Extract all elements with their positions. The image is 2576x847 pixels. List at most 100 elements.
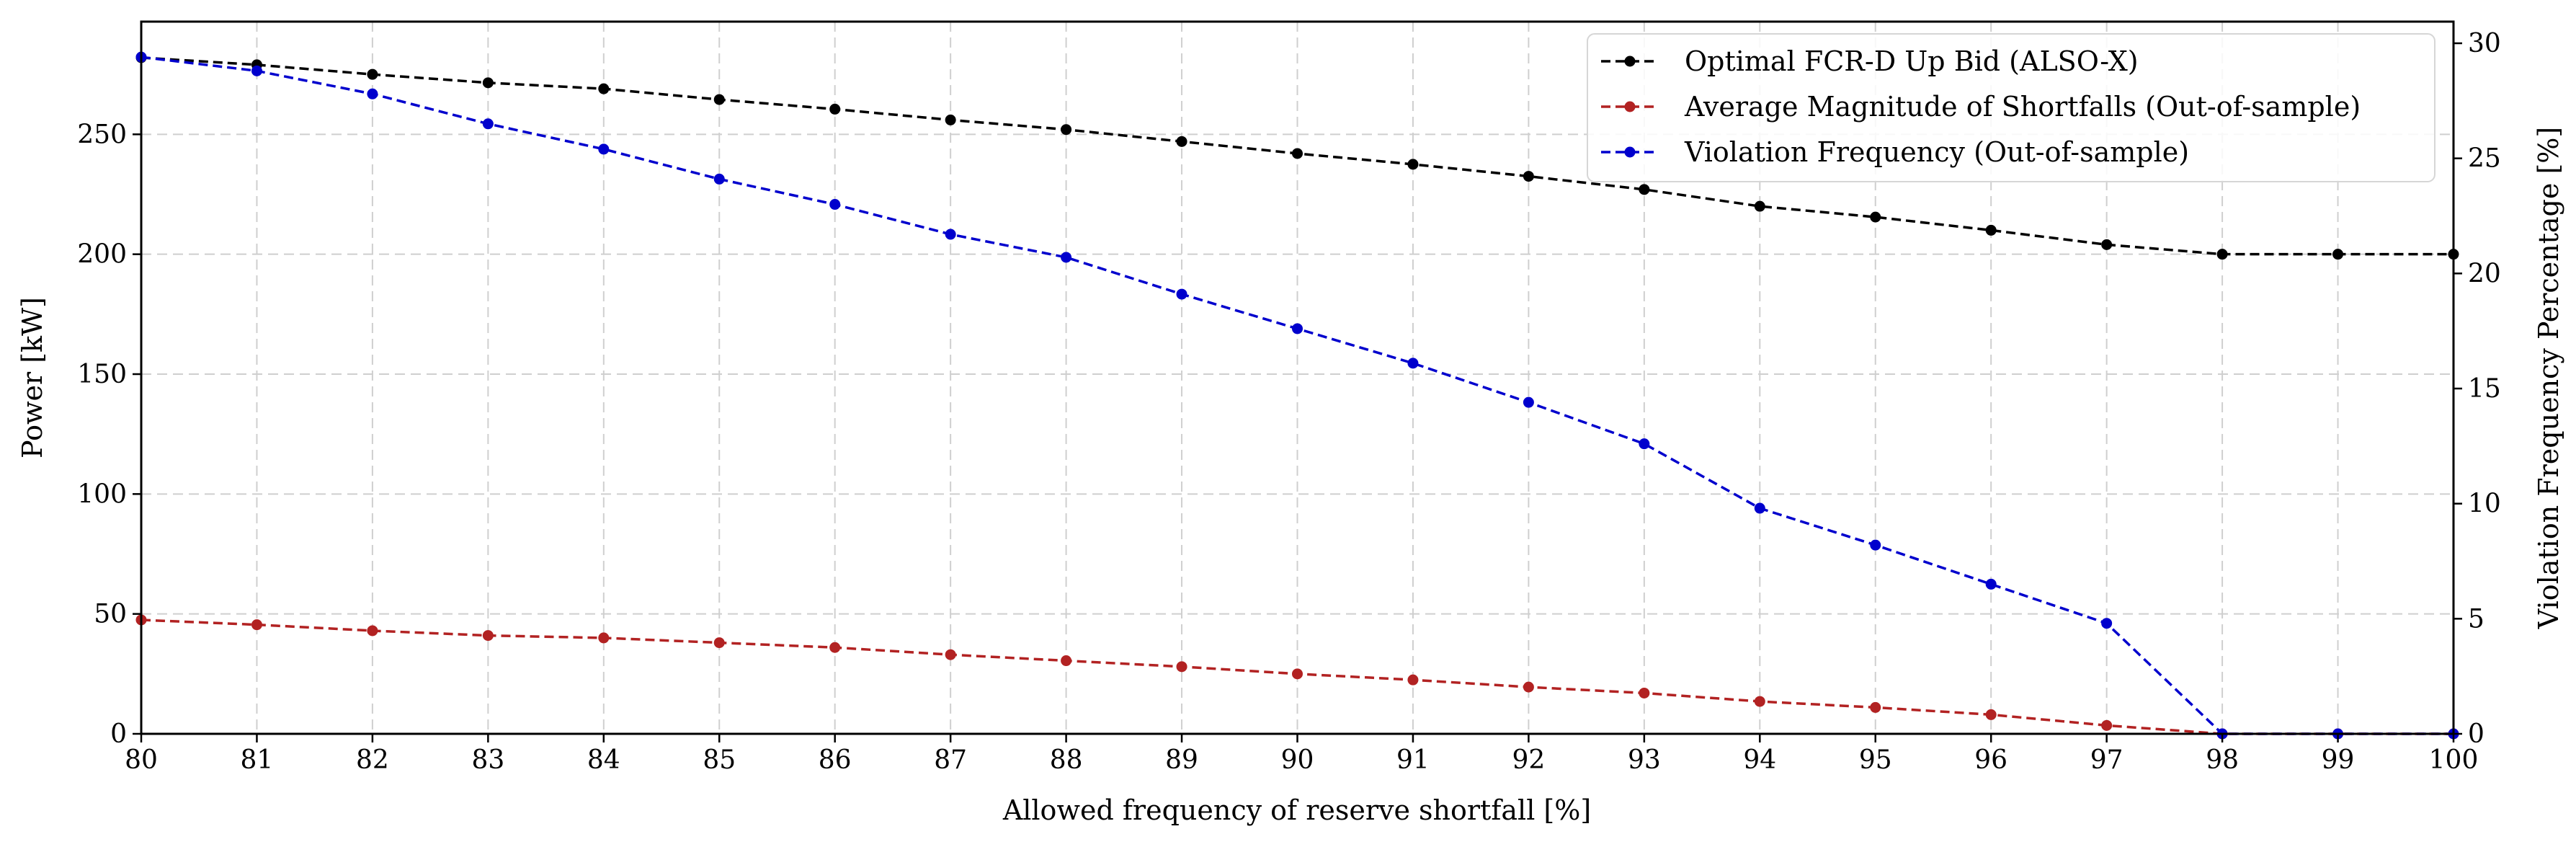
series-0-point	[945, 114, 956, 125]
series-2-point	[367, 88, 378, 99]
y-right-tick-label: 0	[2468, 719, 2484, 749]
x-tick-label: 90	[1281, 745, 1314, 775]
x-tick-label: 100	[2429, 745, 2479, 775]
series-0-point	[1870, 211, 1881, 223]
series-0-point	[1754, 200, 1765, 212]
series-2-point	[2101, 618, 2113, 629]
series-0-point	[598, 83, 610, 94]
legend-marker-0	[1624, 56, 1636, 67]
series-1-point	[713, 637, 725, 649]
series-layer	[135, 51, 2459, 740]
legend-marker-2	[1624, 146, 1636, 158]
series-2-point	[829, 199, 841, 210]
series-0-point	[713, 94, 725, 105]
series-2-point	[1407, 358, 1419, 369]
legend-box	[1587, 33, 2435, 182]
y-right-tick-label: 15	[2468, 374, 2501, 404]
x-tick-label: 91	[1396, 745, 1430, 775]
series-2-group	[135, 51, 2459, 740]
series-0-point	[2216, 249, 2228, 260]
series-0-point	[1985, 224, 1997, 236]
series-2-point	[713, 173, 725, 185]
series-1-point	[945, 649, 956, 660]
series-2-point	[251, 65, 262, 76]
x-tick-label: 94	[1743, 745, 1776, 775]
series-1-point	[1870, 701, 1881, 713]
x-tick-label: 82	[356, 745, 389, 775]
x-tick-label: 93	[1628, 745, 1661, 775]
series-1-point	[829, 642, 841, 653]
series-2-point	[482, 118, 494, 130]
y-axis-left-label: Power [kW]	[17, 297, 48, 458]
series-0-point	[1523, 171, 1534, 182]
series-0-point	[1061, 124, 1072, 136]
series-2-point	[1292, 323, 1303, 334]
series-0-point	[1176, 136, 1187, 147]
x-tick-label: 99	[2322, 745, 2355, 775]
series-2-point	[1639, 438, 1650, 450]
series-2-point	[598, 143, 610, 155]
series-1-point	[1639, 687, 1650, 699]
y-left-tick-label: 50	[94, 600, 127, 629]
series-2-point	[1176, 288, 1187, 300]
series-1-point	[2101, 719, 2113, 731]
x-tick-label: 96	[1974, 745, 2007, 775]
y-right-tick-label: 10	[2468, 489, 2501, 519]
series-2-point	[1061, 252, 1072, 263]
series-1-point	[1985, 709, 1997, 720]
series-1-point	[251, 619, 262, 631]
x-tick-label: 95	[1859, 745, 1892, 775]
x-tick-label: 80	[125, 745, 158, 775]
series-0-point	[1292, 148, 1303, 159]
x-tick-label: 97	[2090, 745, 2123, 775]
series-2-point	[1870, 539, 1881, 551]
legend-label-1: Average Magnitude of Shortfalls (Out-of-…	[1684, 91, 2361, 123]
grid-layer	[141, 22, 2454, 735]
y-left-tick-label: 150	[77, 360, 127, 389]
series-0-point	[367, 68, 378, 80]
series-2-point	[1754, 502, 1765, 514]
series-1-point	[1061, 655, 1072, 667]
x-tick-label: 85	[703, 745, 736, 775]
series-2-point	[1985, 578, 1997, 590]
series-0-point	[1407, 159, 1419, 170]
series-0-point	[1639, 184, 1650, 195]
x-tick-label: 83	[471, 745, 504, 775]
x-tick-label: 84	[587, 745, 620, 775]
legend-marker-1	[1624, 101, 1636, 112]
ticks-layer: 80 81 82 83 84 85 86 87 88 89 90 91 92 93 94 95 96 97 98 99…	[77, 29, 2501, 775]
series-1-point	[1754, 696, 1765, 707]
x-tick-label: 92	[1512, 745, 1545, 775]
y-right-tick-label: 30	[2468, 29, 2501, 58]
x-tick-label: 86	[819, 745, 852, 775]
series-1-point	[1292, 668, 1303, 680]
series-1-point	[1523, 681, 1534, 693]
series-1-point	[1176, 661, 1187, 673]
y-left-tick-label: 250	[77, 120, 127, 149]
x-tick-label: 88	[1050, 745, 1083, 775]
legend: Optimal FCR-D Up Bid (ALSO-X) Average Mag…	[1587, 33, 2435, 182]
series-0-point	[482, 77, 494, 89]
y-left-tick-label: 200	[77, 240, 127, 270]
series-1-point	[1407, 674, 1419, 686]
legend-label-0: Optimal FCR-D Up Bid (ALSO-X)	[1685, 45, 2139, 77]
series-1-point	[598, 632, 610, 644]
y-right-tick-label: 5	[2468, 604, 2484, 634]
y-right-tick-label: 20	[2468, 259, 2501, 288]
series-0-point	[2332, 249, 2344, 260]
series-2-point	[945, 229, 956, 240]
series-1-point	[367, 625, 378, 637]
x-tick-label: 98	[2206, 745, 2239, 775]
series-0-point	[829, 103, 841, 115]
x-tick-label: 87	[934, 745, 967, 775]
y-left-tick-label: 100	[77, 479, 127, 509]
series-0-point	[2101, 239, 2113, 250]
x-tick-label: 81	[241, 745, 274, 775]
series-2-point	[1523, 396, 1534, 408]
y-right-tick-label: 25	[2468, 144, 2501, 174]
x-tick-label: 89	[1165, 745, 1198, 775]
x-axis-label: Allowed frequency of reserve shortfall […	[1002, 794, 1591, 826]
y-axis-right-label: Violation Frequency Percentage [%]	[2533, 127, 2564, 629]
